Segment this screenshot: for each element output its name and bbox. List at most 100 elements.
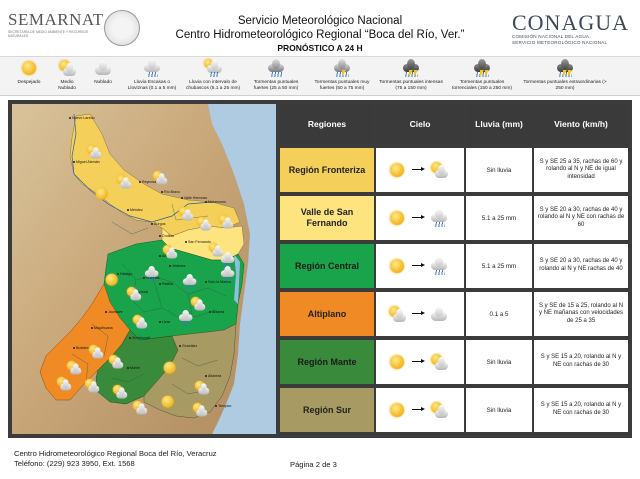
legend-item: Tormentas puntuales intensas (75 a 150 m…	[378, 59, 444, 91]
sky-forecast	[380, 347, 460, 377]
cloud-shape	[557, 59, 573, 72]
partly-cloudy-icon	[132, 314, 148, 329]
city-label: Río Bravo	[164, 190, 180, 194]
sun-shape	[190, 296, 201, 307]
wind-value: S y SE 15 a 20, rolando al N y NE con ra…	[534, 388, 628, 432]
rain-drops	[223, 263, 233, 268]
cloud-shape	[63, 63, 76, 76]
region-name: Región Sur	[280, 388, 374, 432]
cloud-shape	[95, 61, 111, 75]
city-label: San Fernando	[188, 240, 211, 244]
city-marker	[139, 181, 141, 183]
sun-shape	[162, 244, 173, 255]
legend-item-label: Tormentas puntuales extraordinarias (> 2…	[523, 80, 607, 91]
region-name: Altiplano	[280, 292, 374, 336]
wind-value: S y SE de 15 a 25, rolando al N y NE mañ…	[534, 292, 628, 336]
city-label: Reynosa	[142, 180, 157, 184]
city-marker	[205, 201, 207, 203]
arrow-icon	[412, 359, 425, 363]
legend-item-label: Lluvia Escasas o Lloviznas (0.1 a 5 mm)	[127, 80, 177, 91]
cloud-shape	[156, 173, 168, 185]
wind-value: S y SE 20 a 30, rachas de 40 y rolando a…	[534, 196, 628, 240]
legend-item: Nublado	[88, 59, 118, 86]
city-marker	[205, 375, 207, 377]
cloud-shape	[431, 209, 447, 222]
sky-forecast	[380, 203, 460, 233]
national-seal-icon	[104, 10, 140, 46]
arrow-icon	[412, 215, 425, 219]
sun-shape	[112, 384, 123, 395]
cloud-shape	[90, 147, 102, 159]
legend-item-label: Tormentas puntuales intensas (75 a 150 m…	[379, 80, 443, 91]
sun-shape	[390, 355, 404, 369]
city-marker	[127, 367, 129, 369]
center-title: Centro Hidrometeorológico Regional “Boca…	[175, 29, 465, 41]
cloud-shape	[200, 219, 212, 231]
city-label: Victoria	[136, 290, 148, 294]
cloudy-icon	[94, 59, 112, 77]
cloud-shape	[334, 59, 350, 72]
legend-item: Lluvia con intervalo de chubascos (5.1 a…	[184, 59, 242, 91]
cloud-shape	[431, 257, 447, 270]
sun-shape	[84, 378, 95, 389]
cloud-shape	[393, 309, 406, 322]
conagua-logo: CONAGUA COMISIÓN NACIONAL DEL AGUA SERVI…	[512, 12, 632, 46]
city-label: Mante	[130, 366, 140, 370]
cloud-shape	[431, 307, 447, 321]
partly-cloudy-icon	[194, 380, 210, 395]
cloud-shape	[116, 387, 128, 399]
cloud-shape	[92, 347, 104, 359]
cloud-shape	[212, 245, 224, 257]
rain-drops	[434, 222, 445, 227]
sun-shape	[431, 354, 442, 365]
tamaulipas-map: Nuevo Laredo Matamoros Reynosa Miguel Alemá…	[12, 104, 276, 434]
partly-cloudy-icon	[126, 286, 142, 301]
light-rain-icon	[220, 252, 235, 268]
city-marker	[105, 311, 107, 313]
rain-drops	[335, 72, 349, 77]
partly-cloudy-icon	[116, 174, 132, 189]
page-number: Página 2 de 3	[290, 460, 337, 469]
laguna-madre	[234, 254, 240, 304]
city-marker	[151, 223, 153, 225]
wind-value: S y SE 20 a 30, rachas de 40 y rolando a…	[534, 244, 628, 288]
sunny-icon	[388, 161, 406, 179]
sky-forecast-cell	[376, 196, 464, 240]
city-label: Xicoténcatl	[132, 336, 150, 340]
map-canvas	[12, 104, 276, 434]
city-label: Jaumave	[108, 310, 123, 314]
partly-cloudy-icon	[208, 242, 224, 257]
sun-shape	[196, 216, 207, 227]
city-label: Nuevo Laredo	[72, 116, 95, 120]
light-rain-icon	[430, 257, 448, 275]
sun-shape	[86, 144, 97, 155]
city-label: Padilla	[162, 282, 173, 286]
legend-item-label: Despejado	[17, 80, 41, 85]
partly-cloudy-icon	[162, 244, 178, 259]
city-marker	[169, 265, 171, 267]
partly-cloudy-icon	[112, 384, 128, 399]
city-marker	[179, 345, 181, 347]
partly-cloudy-icon	[430, 401, 448, 419]
header-titles: Servicio Meteorológico Nacional Centro H…	[150, 14, 490, 54]
city-marker	[209, 311, 211, 313]
arrow-icon	[412, 263, 425, 267]
partly-cloudy-icon	[84, 378, 100, 393]
sunny-icon	[388, 353, 406, 371]
cloud-shape	[196, 405, 208, 417]
city-marker	[185, 241, 187, 243]
sky-forecast-cell	[376, 292, 464, 336]
rain-drops	[404, 72, 418, 77]
partly-cloudy-icon	[430, 353, 448, 371]
sun-shape	[161, 395, 174, 408]
rain-drops	[270, 72, 282, 77]
table-row: Valle de San Fernando 5.1 a 25 mm S y SE 2…	[280, 196, 628, 240]
sun-shape	[88, 344, 99, 355]
extraordinary-storm-icon	[556, 59, 574, 77]
city-label: Aldama	[212, 310, 225, 314]
sky-forecast	[380, 299, 460, 329]
city-marker	[215, 405, 217, 407]
region-name: Región Central	[280, 244, 374, 288]
torrential-storm-icon	[473, 59, 491, 77]
service-title: Servicio Meteorológico Nacional	[237, 15, 403, 27]
